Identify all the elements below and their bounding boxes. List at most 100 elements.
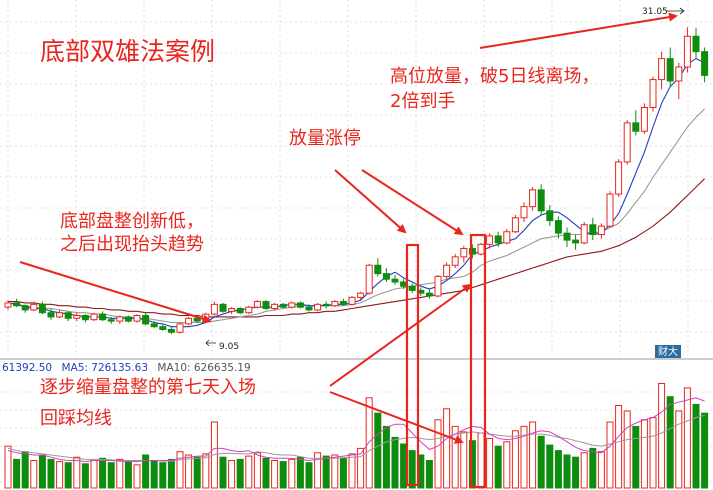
exit-annotation-line1: 高位放量，破5日线离场， <box>390 66 599 87</box>
candle-body <box>13 302 21 307</box>
candle-body <box>425 292 433 297</box>
volume-bar <box>357 447 365 489</box>
candle-body <box>193 317 201 322</box>
volume-bar <box>675 410 683 489</box>
volume-bar <box>443 408 451 489</box>
candle-body <box>90 313 98 321</box>
arrow-to-peak <box>479 12 678 49</box>
arrow-to-entry-volume <box>329 391 464 444</box>
candle-body <box>520 206 528 219</box>
volume-bar <box>296 456 304 489</box>
candle-body <box>288 302 296 308</box>
candle-body <box>107 319 115 322</box>
candle-body <box>580 224 588 244</box>
candle-body <box>271 303 279 310</box>
volume-legend-vol: 61392.50 <box>2 362 52 374</box>
candle-body <box>391 278 399 283</box>
candle-body <box>683 35 691 68</box>
volume-bar <box>107 462 115 489</box>
candle-body <box>374 264 382 275</box>
candle-body <box>30 303 38 311</box>
volume-bar <box>623 410 631 489</box>
volume-ma10-line <box>7 414 705 462</box>
volume-bar <box>219 456 227 489</box>
candle-body <box>348 296 356 305</box>
price-low-label: 9.05 <box>219 342 239 352</box>
candle-body <box>589 224 597 236</box>
volume-bar <box>425 460 433 489</box>
candle-body <box>597 225 605 236</box>
candle-body <box>554 220 562 234</box>
high-arrow-icon <box>666 7 685 15</box>
volume-bar <box>666 396 674 489</box>
candle-body <box>236 308 244 314</box>
volume-bar <box>210 421 218 489</box>
candle-body <box>331 301 339 307</box>
candle-body <box>253 301 261 308</box>
candle-body <box>537 189 545 212</box>
candle-body <box>365 264 373 294</box>
candle-body <box>434 275 442 297</box>
candle-body <box>245 306 253 314</box>
annotation-arrows <box>19 12 678 444</box>
volume-bar <box>81 463 89 489</box>
volume-bar <box>382 425 390 489</box>
volume-bar <box>615 405 623 489</box>
volume-bar <box>150 460 158 489</box>
candle-body <box>99 313 107 321</box>
candle-body <box>529 189 537 208</box>
candle-body <box>357 292 365 298</box>
chart-title: 底部双雄法案例 <box>40 37 215 66</box>
volume-bar <box>580 452 588 489</box>
candle-body <box>400 281 408 287</box>
entry-annotation-line2: 回踩均线 <box>40 408 112 429</box>
arrow-to-entry-candle <box>329 283 472 387</box>
candle-body <box>649 79 657 108</box>
volume-bar <box>245 455 253 489</box>
candle-body <box>21 305 29 311</box>
ma20-line <box>8 178 705 318</box>
volume-ma5-line <box>7 397 705 463</box>
volume-bar <box>434 419 442 489</box>
volume-bar <box>658 383 666 489</box>
bottom-annotation-line1: 底部盘整创新低， <box>60 211 204 232</box>
candle-body <box>632 122 640 132</box>
candle-body <box>563 232 571 241</box>
candle-body <box>279 303 287 308</box>
watermark-badge <box>655 345 681 358</box>
candle-body <box>47 312 55 318</box>
watermark-text: 财大 <box>658 345 678 358</box>
volume-bar <box>331 454 339 489</box>
volume-bar <box>133 464 141 489</box>
candle-body <box>159 326 167 330</box>
volume-bar <box>503 441 511 489</box>
volume-bar <box>167 458 175 489</box>
volume-bar <box>365 397 373 489</box>
volume-bar <box>529 421 537 489</box>
candle-body <box>675 66 683 82</box>
candle-body <box>314 303 322 311</box>
volume-legend-ma10: 626635.19 <box>194 362 251 374</box>
candle-body <box>546 210 554 222</box>
candle-body <box>228 308 236 312</box>
volume-bar <box>64 462 72 489</box>
volume-bars <box>4 383 709 489</box>
candle-body <box>150 323 158 328</box>
volume-bar <box>606 421 614 489</box>
volume-average-lines <box>7 397 705 463</box>
volume-bar <box>279 461 287 489</box>
volume-bar <box>400 443 408 489</box>
volume-legend-ma5-label: MA5: <box>61 362 87 374</box>
volume-bar <box>262 457 270 489</box>
volume-bar <box>546 444 554 489</box>
volume-bar <box>253 452 261 489</box>
candle-body <box>305 306 313 311</box>
arrow-to-bottom <box>19 261 212 324</box>
volume-bar <box>339 457 347 489</box>
volume-bar <box>511 430 519 489</box>
volume-bar <box>408 450 416 489</box>
volume-bar <box>597 451 605 489</box>
candle-body <box>133 315 141 322</box>
candle-body <box>408 285 416 291</box>
volume-bar <box>99 457 107 489</box>
